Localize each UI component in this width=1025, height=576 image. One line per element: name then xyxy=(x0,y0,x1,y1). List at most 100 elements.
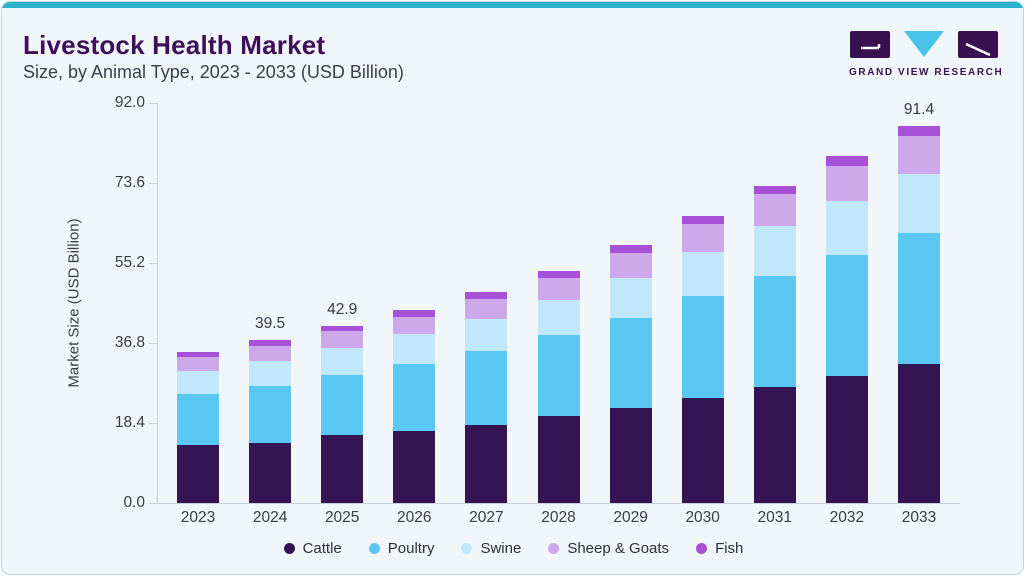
x-axis-label: 2032 xyxy=(829,509,865,526)
bar-segment-poultry xyxy=(177,393,219,445)
logo-mark-r-detail xyxy=(965,42,991,57)
bar-segment-poultry xyxy=(825,255,868,376)
legend-swatch-icon xyxy=(461,543,473,554)
bar-segment-swine xyxy=(249,361,292,386)
bar-group-2026 xyxy=(393,310,436,503)
bar-segment-swine xyxy=(177,370,219,394)
legend-item-sheep-goats: Sheep & Goats xyxy=(548,540,669,557)
bar-segment-poultry xyxy=(898,232,940,364)
y-tick-mark xyxy=(149,263,157,264)
bar-segment-poultry xyxy=(465,351,508,425)
bar-total-label: 42.9 xyxy=(327,301,358,319)
x-axis-line xyxy=(157,503,960,504)
x-axis-label: 2030 xyxy=(685,509,720,526)
bar-segment-sheep-goats xyxy=(465,299,508,320)
bar-segment-cattle xyxy=(825,375,868,503)
bar-segment-cattle xyxy=(537,416,580,503)
bar-segment-poultry xyxy=(249,385,292,443)
bar-segment-cattle xyxy=(753,386,796,503)
bar-segment-fish xyxy=(249,340,292,346)
bar-segment-swine xyxy=(465,319,508,352)
bar-segment-cattle xyxy=(393,431,436,503)
bar-segment-fish xyxy=(177,351,219,357)
bar-segment-fish xyxy=(609,245,652,254)
legend-label: Fish xyxy=(715,540,744,557)
gvr-logo: GRAND VIEW RESEARCH xyxy=(849,30,1004,78)
y-tick-mark xyxy=(149,503,157,504)
y-tick-label: 55.2 xyxy=(114,254,145,271)
bar-segment-cattle xyxy=(177,444,219,503)
bar-segment-swine xyxy=(825,200,868,256)
gvr-logo-marks xyxy=(850,31,998,58)
bar-segment-sheep-goats xyxy=(898,136,940,174)
bar-segment-swine xyxy=(609,277,652,318)
logo-text: GRAND VIEW RESEARCH xyxy=(849,67,1004,78)
bar-segment-sheep-goats xyxy=(393,317,436,335)
bar-segment-swine xyxy=(321,347,364,376)
bar-segment-sheep-goats xyxy=(609,253,652,278)
x-axis-label: 2033 xyxy=(901,509,937,526)
x-axis-label: 2031 xyxy=(757,509,793,526)
y-tick-mark xyxy=(149,343,157,344)
bar-group-2025 xyxy=(321,326,364,503)
bar-segment-cattle xyxy=(898,363,940,503)
legend-label: Poultry xyxy=(387,540,435,557)
logo-mark-r xyxy=(958,31,998,58)
legend-item-cattle: Cattle xyxy=(283,540,342,557)
y-tick-label: 36.8 xyxy=(114,334,145,351)
logo-mark-triangle-icon xyxy=(904,31,944,57)
legend-item-swine: Swine xyxy=(461,540,521,557)
x-axis-label: 2025 xyxy=(324,509,360,526)
bar-segment-poultry xyxy=(609,317,652,408)
bar-total-label: 39.5 xyxy=(255,315,286,333)
bar-segment-sheep-goats xyxy=(249,345,292,362)
bar-segment-fish xyxy=(321,326,364,332)
bar-total-label: 91.4 xyxy=(903,101,935,119)
bar-segment-cattle xyxy=(609,407,652,503)
bar-segment-poultry xyxy=(537,334,580,417)
bar-segment-fish xyxy=(753,186,796,195)
bar-segment-fish xyxy=(898,126,940,137)
bar-segment-sheep-goats xyxy=(537,278,580,301)
top-accent-bar xyxy=(2,2,1023,8)
y-tick-label: 92.0 xyxy=(114,94,145,111)
bar-segment-fish xyxy=(537,271,580,279)
bar-segment-sheep-goats xyxy=(753,194,796,227)
bar-segment-poultry xyxy=(393,363,436,432)
y-axis-line xyxy=(157,103,158,503)
bar-segment-swine xyxy=(898,173,940,233)
y-axis-title: Market Size (USD Billion) xyxy=(65,218,83,388)
bar-segment-fish xyxy=(681,216,724,225)
bar-segment-sheep-goats xyxy=(321,331,364,348)
bar-segment-fish xyxy=(465,292,508,300)
bar-segment-swine xyxy=(681,252,724,296)
bar-segment-sheep-goats xyxy=(825,165,868,201)
bar-group-2024 xyxy=(249,340,292,503)
bar-segment-cattle xyxy=(321,435,364,503)
legend-swatch-icon xyxy=(548,543,560,554)
x-axis-label: 2029 xyxy=(613,509,648,526)
legend-swatch-icon xyxy=(368,543,380,554)
logo-mark-g xyxy=(850,31,890,58)
bar-group-2030 xyxy=(681,216,724,503)
bar-segment-cattle xyxy=(465,424,508,503)
logo-mark-g-detail xyxy=(861,44,881,50)
page-subtitle: Size, by Animal Type, 2023 - 2033 (USD B… xyxy=(23,62,404,82)
legend-item-poultry: Poultry xyxy=(368,540,435,557)
bar-segment-swine xyxy=(393,334,436,364)
y-tick-mark xyxy=(149,183,157,184)
bar-segment-cattle xyxy=(249,442,292,503)
y-tick-label: 73.6 xyxy=(114,174,145,191)
bar-group-2028 xyxy=(537,271,580,503)
bar-segment-poultry xyxy=(753,275,796,387)
x-axis-label: 2026 xyxy=(397,509,432,526)
bar-segment-poultry xyxy=(681,295,724,398)
bar-group-2029 xyxy=(609,245,652,503)
legend-swatch-icon xyxy=(283,543,295,554)
page-title: Livestock Health Market xyxy=(23,30,326,60)
bar-segment-cattle xyxy=(681,397,724,503)
bar-segment-swine xyxy=(537,300,580,335)
bar-segment-swine xyxy=(753,226,796,276)
